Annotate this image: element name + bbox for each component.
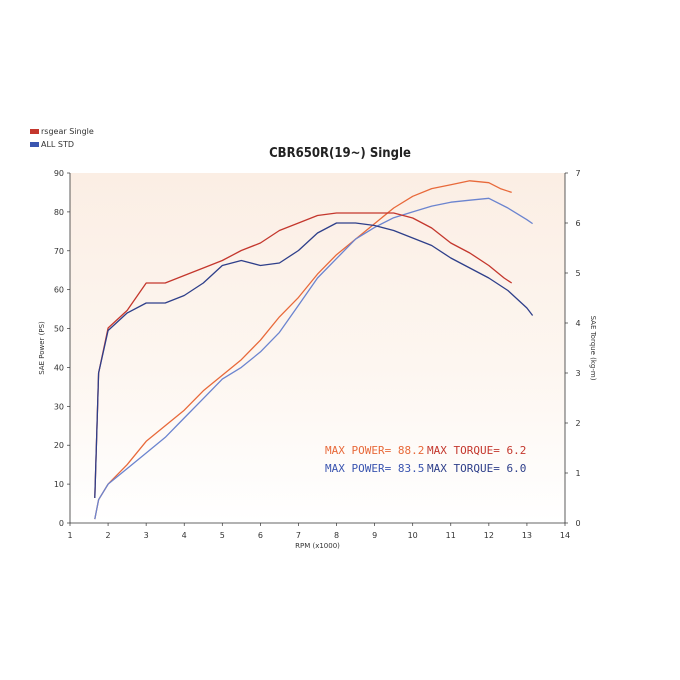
- y2-tick-label: 6: [575, 219, 580, 228]
- legend-swatch-rsgear: [30, 128, 39, 134]
- y-tick-label: 10: [54, 480, 64, 489]
- y-tick-label: 70: [54, 247, 64, 256]
- y2-tick-label: 4: [575, 319, 580, 328]
- series-line-rsgear-torque: [94, 212, 513, 499]
- x-tick-label: 1: [67, 531, 72, 540]
- y-tick-label: 80: [54, 208, 64, 217]
- series-line-all-std-power: [94, 197, 533, 520]
- annotation-max-power-rsgear: MAX POWER= 88.2: [325, 444, 424, 457]
- x-tick-label: 13: [522, 531, 532, 540]
- legend-item-all-std: ALL STD: [30, 138, 94, 150]
- x-tick-label: 2: [106, 531, 111, 540]
- annotation-max-torque-std: MAX TORQUE= 6.0: [427, 462, 526, 475]
- x-tick-label: 8: [334, 531, 339, 540]
- x-tick-label: 6: [258, 531, 263, 540]
- y-tick-label: 0: [59, 519, 64, 528]
- legend-item-rsgear: rsgear Single: [30, 125, 94, 137]
- y2-tick-label: 1: [575, 469, 580, 478]
- x-tick-label: 9: [372, 531, 377, 540]
- series-line-rsgear-power: [94, 180, 512, 520]
- x-tick-label: 11: [446, 531, 456, 540]
- y2-tick-label: 7: [575, 169, 580, 178]
- x-tick-label: 10: [408, 531, 418, 540]
- y2-tick-label: 2: [575, 419, 580, 428]
- y2-tick-label: 3: [575, 369, 580, 378]
- x-tick-label: 14: [560, 531, 570, 540]
- chart-title: CBR650R(19~) Single: [269, 146, 411, 161]
- x-tick-label: 5: [220, 531, 225, 540]
- legend: rsgear Single ALL STD: [30, 125, 94, 151]
- plot-area: [70, 173, 565, 523]
- y-tick-label: 40: [54, 363, 64, 372]
- y-tick-label: 90: [54, 169, 64, 178]
- x-tick-label: 4: [182, 531, 187, 540]
- series-line-all-std-torque: [94, 222, 534, 499]
- legend-label-all-std: ALL STD: [41, 139, 75, 149]
- y2-tick-label: 0: [575, 519, 580, 528]
- y-axis-label: SAE Power (PS): [38, 321, 46, 375]
- x-tick-label: 7: [296, 531, 301, 540]
- y2-axis-label: SAE Torque (kg-m): [589, 316, 597, 381]
- annotation-max-power-std: MAX POWER= 83.5: [325, 462, 424, 475]
- x-axis-label: RPM (x1000): [295, 542, 340, 550]
- y2-tick-label: 5: [575, 269, 580, 278]
- y-tick-label: 50: [54, 325, 64, 334]
- y-tick-label: 20: [54, 441, 64, 450]
- y-tick-label: 60: [54, 286, 64, 295]
- y-tick-label: 30: [54, 402, 64, 411]
- x-tick-label: 12: [484, 531, 494, 540]
- x-tick-label: 3: [144, 531, 149, 540]
- annotation-max-torque-rsgear: MAX TORQUE= 6.2: [427, 444, 526, 457]
- legend-swatch-all-std: [30, 141, 39, 147]
- legend-label-rsgear: rsgear Single: [41, 126, 94, 136]
